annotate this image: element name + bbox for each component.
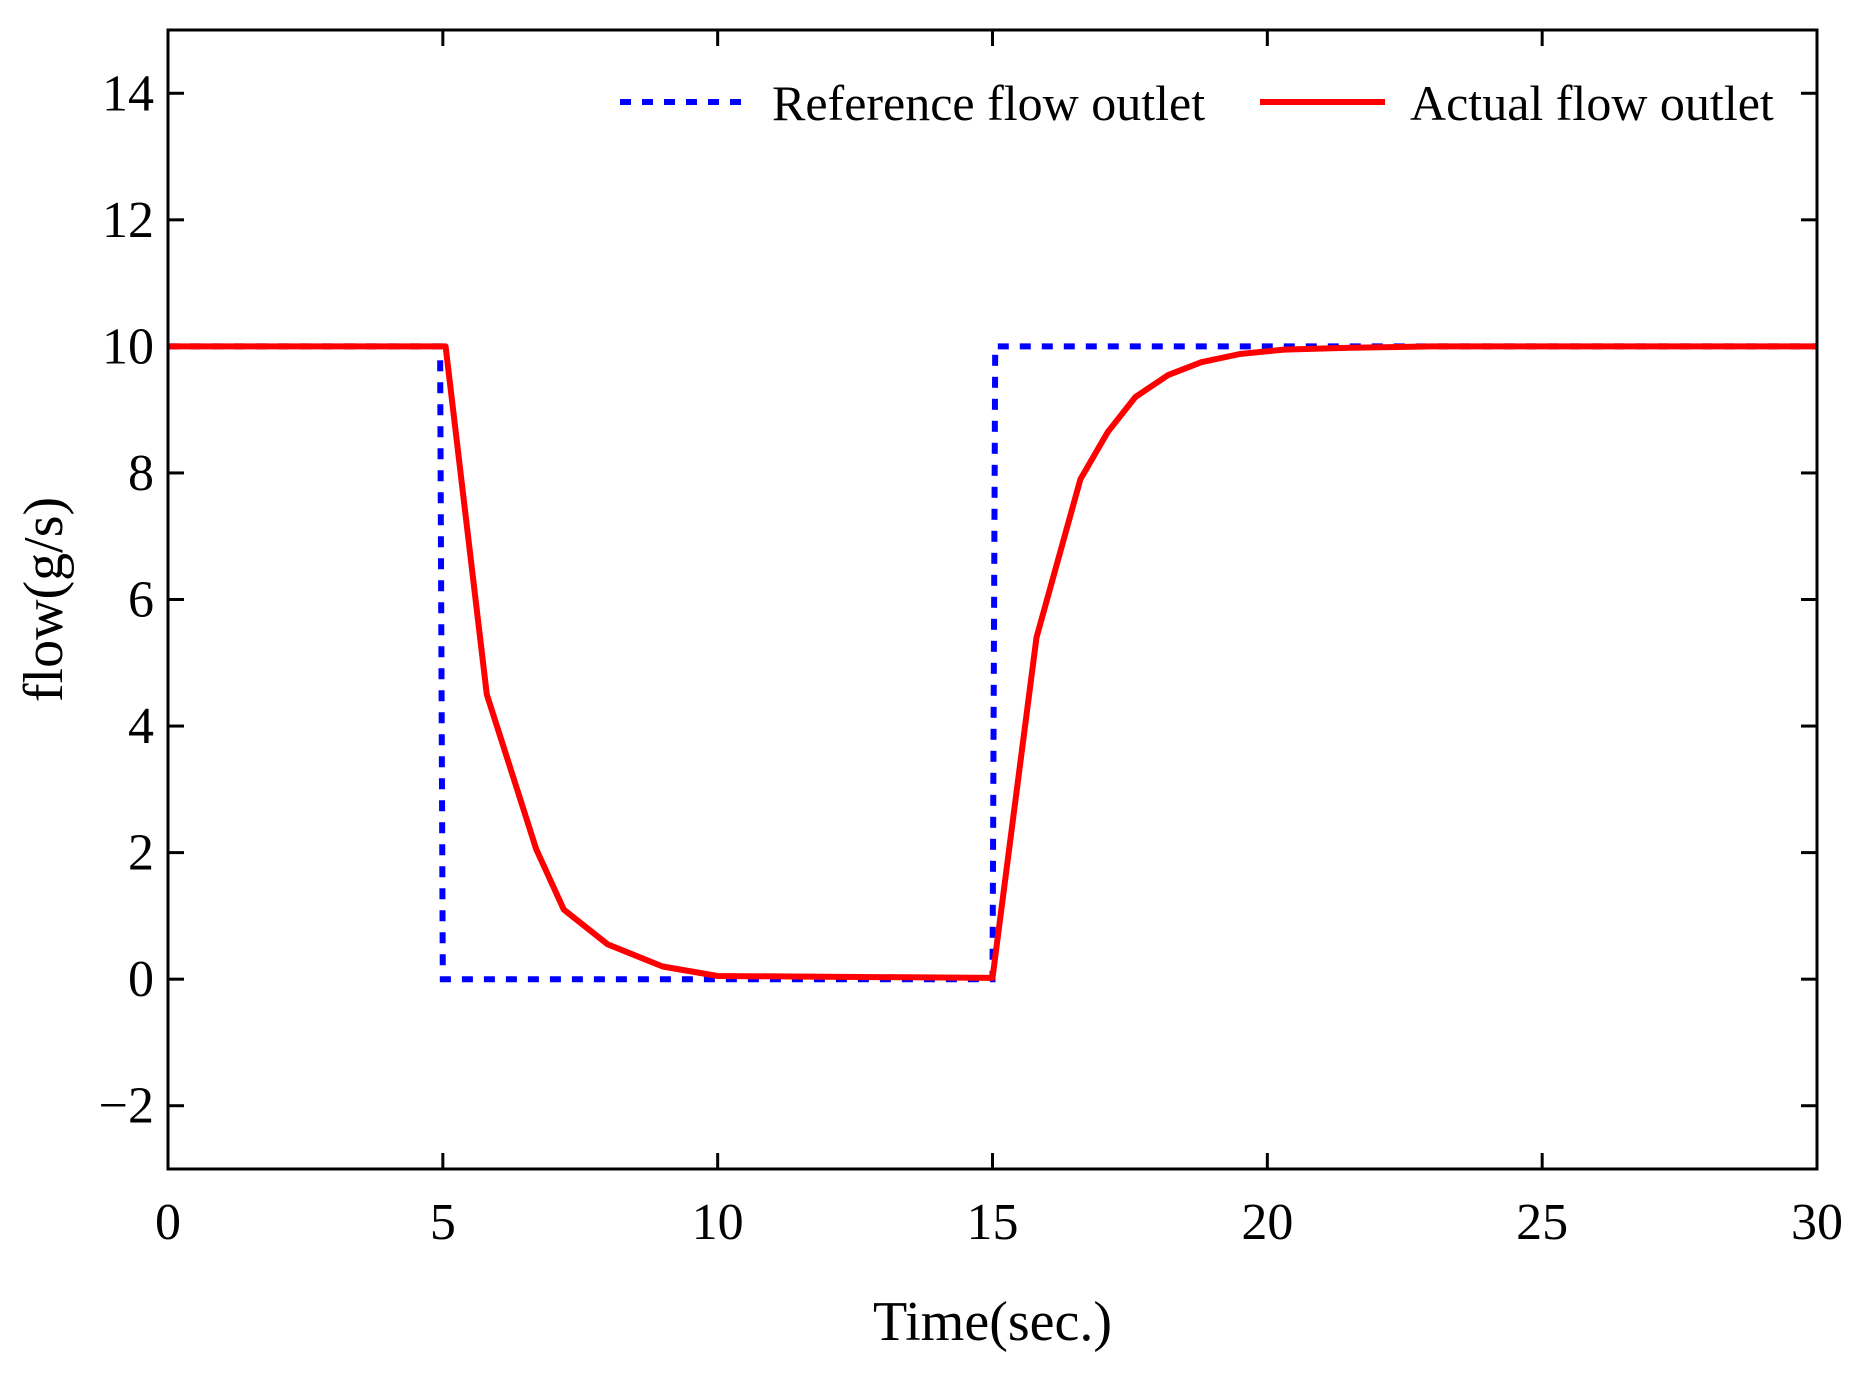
- y-axis-title: flow(g/s): [13, 497, 75, 702]
- y-tick-label: −2: [99, 1078, 154, 1135]
- legend-label: Actual flow outlet: [1410, 75, 1774, 131]
- y-tick-label: 10: [102, 318, 154, 375]
- x-tick-label: 5: [430, 1194, 456, 1251]
- legend: Reference flow outlet Actual flow outlet: [620, 75, 1774, 131]
- x-tick-label: 25: [1516, 1194, 1568, 1251]
- y-tick-label: 6: [128, 572, 154, 629]
- tick-labels: 0 5 10 15 20 25 30 −2 0 2 4 6 8 10 12 14: [99, 65, 1843, 1251]
- y-tick-label: 14: [102, 65, 154, 122]
- legend-label: Reference flow outlet: [772, 75, 1205, 131]
- x-tick-label: 30: [1791, 1194, 1843, 1251]
- y-tick-label: 12: [102, 192, 154, 249]
- x-tick-label: 15: [967, 1194, 1019, 1251]
- data-series: [168, 343, 1817, 983]
- x-tick-label: 0: [155, 1194, 181, 1251]
- x-tick-label: 20: [1241, 1194, 1293, 1251]
- x-axis-title: Time(sec.): [873, 1291, 1112, 1353]
- y-tick-label: 4: [128, 698, 154, 755]
- y-tick-label: 8: [128, 445, 154, 502]
- y-tick-label: 2: [128, 825, 154, 882]
- plot-frame: [166, 28, 1819, 1171]
- x-tick-label: 10: [692, 1194, 744, 1251]
- actual-flow-line: [168, 343, 1817, 981]
- y-tick-label: 0: [128, 951, 154, 1008]
